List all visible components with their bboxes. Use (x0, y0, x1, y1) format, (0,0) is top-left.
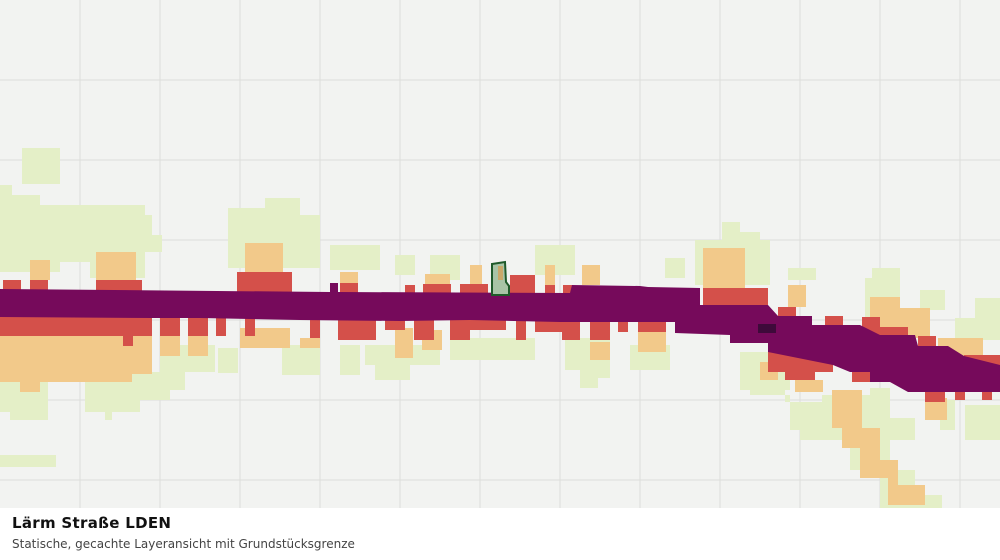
layer-subtitle: Statische, gecachte Layeransicht mit Gru… (12, 537, 355, 551)
parcel-building (498, 266, 503, 280)
layer-title: Lärm Straße LDEN (12, 514, 172, 532)
noise-zone-high (0, 272, 1000, 402)
caption-panel: Lärm Straße LDEN Statische, gecachte Lay… (0, 508, 1000, 560)
noise-zone-medium (0, 243, 983, 505)
noise-zone-peak (758, 324, 776, 333)
map-view (0, 0, 1000, 508)
noise-zone-very-high (0, 283, 1000, 392)
noise-zone-low (0, 148, 1000, 508)
